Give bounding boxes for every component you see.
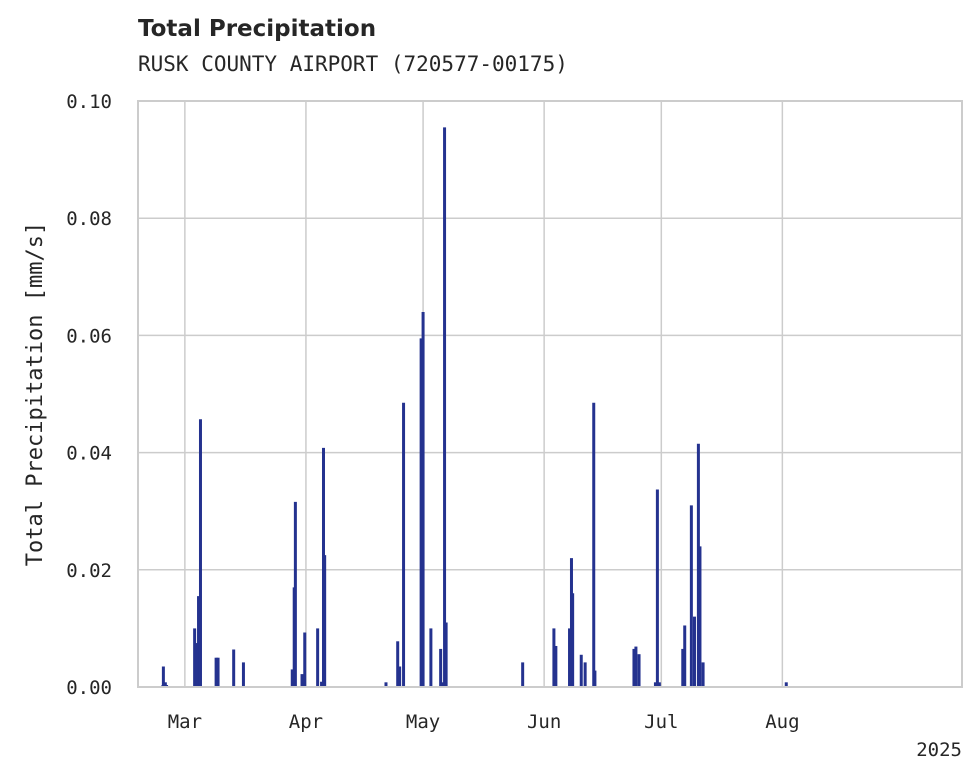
x-tick-label: May: [406, 711, 440, 733]
plot-frame: [137, 100, 963, 688]
y-tick-label: 0.08: [66, 208, 112, 230]
y-tick-label: 0.04: [66, 443, 112, 465]
precipitation-bars: [161, 127, 788, 687]
chart-subtitle: RUSK COUNTY AIRPORT (720577-00175): [138, 52, 568, 76]
y-tick-label: 0.00: [66, 677, 112, 699]
x-tick-label: Mar: [168, 711, 202, 733]
y-tick-label: 0.06: [66, 325, 112, 347]
y-axis-label: Total Precipitation [mm/s]: [23, 222, 48, 566]
x-tick-label: Aug: [765, 711, 799, 733]
x-axis-ticks: Mar Apr May Jun Jul Aug: [168, 711, 800, 733]
chart-title: Total Precipitation: [138, 16, 377, 42]
x-tick-label: Apr: [289, 711, 323, 733]
x-year-label: 2025: [916, 739, 962, 761]
x-tick-label: Jul: [644, 711, 678, 733]
y-tick-label: 0.02: [66, 560, 112, 582]
y-axis-ticks: 0.00 0.02 0.04 0.06 0.08 0.10: [66, 91, 112, 699]
y-tick-label: 0.10: [66, 91, 112, 113]
x-tick-label: Jun: [527, 711, 561, 733]
grid-lines: [138, 100, 962, 688]
